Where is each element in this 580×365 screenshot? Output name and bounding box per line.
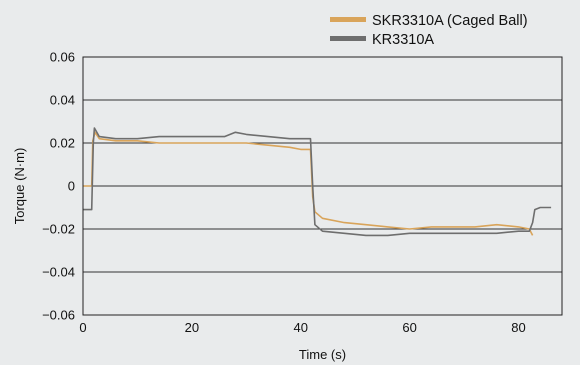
y-tick-label: 0.06	[50, 50, 75, 65]
legend-swatch-1	[330, 36, 366, 41]
x-axis-label: Time (s)	[299, 347, 346, 362]
y-axis-label: Torque (N·m)	[12, 148, 27, 225]
y-tick-label: −0.04	[42, 265, 75, 280]
legend-swatch-0	[330, 17, 366, 22]
legend-label-1: KR3310A	[372, 32, 434, 48]
x-tick-label: 40	[293, 320, 307, 335]
x-tick-label: 60	[402, 320, 416, 335]
x-tick-label: 80	[511, 320, 525, 335]
y-tick-label: −0.06	[42, 308, 75, 323]
y-tick-label: −0.02	[42, 222, 75, 237]
series-line-1	[83, 127, 552, 237]
x-tick-label: 0	[79, 320, 86, 335]
y-tick-label: 0.02	[50, 136, 75, 151]
grid-layer	[83, 99, 562, 273]
x-tick-label: 20	[185, 320, 199, 335]
series-line-0	[83, 131, 534, 236]
series-layer	[83, 127, 552, 237]
y-tick-label: 0	[68, 179, 75, 194]
legend: SKR3310A (Caged Ball) KR3310A	[330, 13, 528, 48]
legend-label-0: SKR3310A (Caged Ball)	[372, 13, 528, 29]
tick-layer: 0.06 0.04 0.02 0 −0.02 −0.04 −0.06 0 20 40 60 80	[42, 50, 526, 336]
plot-frame	[82, 56, 563, 316]
y-tick-label: 0.04	[50, 93, 75, 108]
